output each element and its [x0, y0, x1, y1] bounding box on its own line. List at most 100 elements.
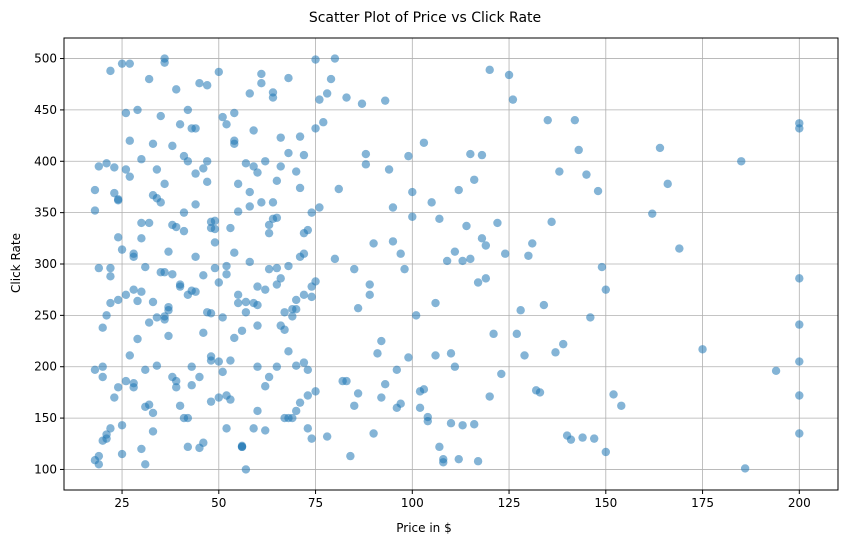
scatter-point: [113, 233, 123, 242]
scatter-point: [152, 194, 162, 203]
x-tick-label: 150: [594, 496, 617, 510]
scatter-point: [98, 362, 107, 371]
scatter-point: [187, 362, 196, 371]
scatter-point: [485, 65, 494, 75]
scatter-point: [233, 298, 243, 308]
scatter-point: [272, 263, 282, 273]
scatter-point: [102, 430, 111, 439]
scatter-point: [795, 124, 804, 133]
y-tick-label: 350: [34, 206, 57, 220]
scatter-point: [264, 264, 274, 274]
scatter-point: [268, 214, 278, 223]
scatter-point: [117, 59, 127, 68]
scatter-point: [280, 308, 289, 317]
scatter-point: [369, 429, 378, 438]
y-tick-label: 250: [34, 308, 57, 322]
scatter-point: [512, 329, 521, 339]
scatter-point: [520, 351, 529, 360]
scatter-point: [222, 391, 231, 400]
scatter-point: [288, 312, 297, 321]
scatter-point: [419, 385, 429, 394]
scatter-point: [230, 333, 239, 343]
scatter-point: [222, 120, 231, 129]
scatter-point: [609, 390, 618, 399]
scatter-point: [280, 325, 289, 334]
scatter-point: [311, 387, 320, 396]
scatter-point: [261, 157, 270, 166]
scatter-point: [303, 365, 313, 375]
scatter-point: [125, 172, 134, 181]
scatter-point: [199, 164, 208, 173]
scatter-point: [202, 157, 212, 166]
scatter-point: [106, 66, 115, 76]
scatter-point: [566, 435, 576, 444]
scatter-point: [249, 126, 258, 135]
scatter-point: [504, 70, 514, 80]
x-tick-label: 200: [788, 496, 811, 510]
scatter-point: [481, 274, 491, 283]
scatter-point: [222, 424, 231, 433]
scatter-point: [233, 207, 243, 216]
scatter-point: [175, 401, 185, 410]
scatter-point: [160, 179, 169, 189]
scatter-point: [90, 365, 100, 375]
scatter-point: [210, 263, 220, 273]
scatter-point: [191, 169, 200, 178]
scatter-point: [249, 162, 258, 171]
scatter-point: [113, 383, 123, 392]
scatter-point: [303, 225, 313, 235]
scatter-point: [233, 179, 243, 189]
scatter-point: [253, 406, 262, 416]
scatter-point: [125, 351, 134, 360]
y-tick-label: 450: [34, 103, 57, 117]
scatter-point: [94, 263, 104, 273]
scatter-point: [137, 444, 146, 454]
scatter-point: [292, 361, 301, 370]
scatter-point: [129, 378, 138, 388]
scatter-point: [172, 222, 181, 232]
y-tick-label: 300: [34, 257, 57, 271]
scatter-point: [361, 149, 371, 159]
scatter-point: [477, 150, 487, 160]
scatter-point: [264, 228, 274, 238]
scatter-point: [307, 292, 316, 302]
scatter-point: [261, 285, 270, 294]
scatter-point: [543, 115, 552, 125]
scatter-point: [497, 369, 506, 379]
scatter-point: [381, 379, 390, 389]
scatter-point: [435, 442, 444, 452]
scatter-point: [315, 95, 324, 104]
scatter-point: [439, 454, 448, 464]
scatter-point: [175, 280, 185, 289]
scatter-point: [740, 464, 750, 473]
scatter-point: [450, 247, 460, 256]
scatter-point: [90, 185, 100, 195]
scatter-point: [299, 150, 309, 160]
scatter-point: [601, 447, 610, 457]
scatter-point: [98, 323, 107, 332]
scatter-point: [454, 185, 463, 195]
scatter-point: [152, 313, 162, 322]
scatter-point: [152, 361, 162, 370]
scatter-point: [117, 245, 127, 254]
scatter-point: [272, 176, 282, 185]
scatter-point: [423, 416, 432, 426]
scatter-point: [137, 234, 146, 243]
scatter-point: [303, 391, 313, 400]
scatter-point: [473, 278, 483, 287]
scatter-point: [450, 362, 460, 371]
scatter-point: [570, 115, 580, 125]
scatter-point: [137, 218, 146, 228]
scatter-point: [160, 58, 169, 67]
y-tick-label: 200: [34, 360, 57, 374]
scatter-point: [144, 318, 154, 327]
scatter-point: [199, 271, 208, 280]
scatter-point: [400, 264, 409, 274]
scatter-point: [141, 365, 150, 375]
scatter-point: [241, 308, 251, 317]
scatter-point: [334, 184, 343, 194]
scatter-point: [144, 218, 154, 228]
scatter-point: [90, 456, 100, 465]
scatter-point: [315, 203, 324, 212]
